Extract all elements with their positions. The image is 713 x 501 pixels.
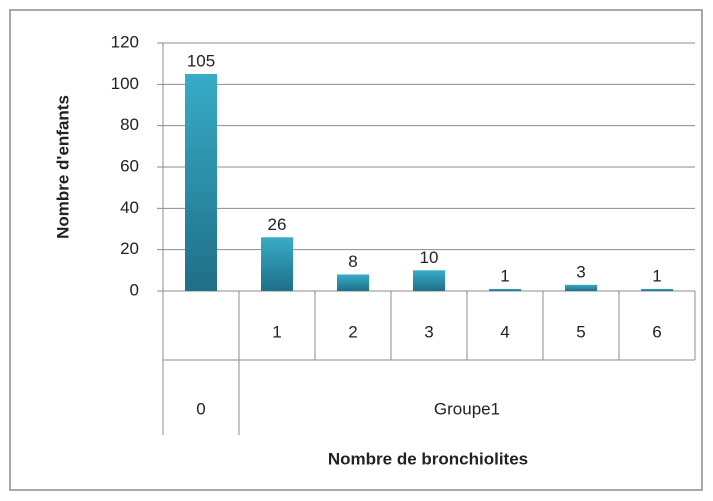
data-label: 1 — [500, 266, 509, 285]
y-tick-label: 20 — [120, 239, 139, 258]
data-label: 8 — [348, 252, 357, 271]
bar — [261, 237, 293, 291]
x-tick-label: 6 — [652, 322, 661, 341]
y-tick-label: 40 — [120, 198, 139, 217]
x-tick-label: 3 — [424, 322, 433, 341]
data-label: 105 — [187, 51, 215, 70]
bar — [337, 274, 369, 291]
x-tick-label: 2 — [348, 322, 357, 341]
bar — [641, 288, 673, 291]
y-tick-label: 100 — [111, 74, 139, 93]
bar — [413, 270, 445, 291]
y-axis-title: Nombre d'enfants — [53, 95, 72, 239]
group-label: Groupe1 — [434, 399, 500, 418]
data-label: 3 — [576, 262, 585, 281]
data-label: 1 — [652, 266, 661, 285]
y-tick-label: 60 — [120, 156, 139, 175]
x-tick-label: 4 — [500, 322, 509, 341]
data-label: 26 — [268, 215, 287, 234]
bar — [565, 284, 597, 291]
y-tick-label: 80 — [120, 115, 139, 134]
x-axis-title: Nombre de bronchiolites — [328, 449, 528, 468]
bar — [489, 288, 521, 291]
x-tick-label: 1 — [272, 322, 281, 341]
data-label: 10 — [420, 248, 439, 267]
group-label: 0 — [196, 399, 205, 418]
bar — [185, 74, 217, 291]
x-tick-label: 5 — [576, 322, 585, 341]
y-tick-label: 0 — [130, 280, 139, 299]
y-tick-label: 120 — [111, 32, 139, 51]
